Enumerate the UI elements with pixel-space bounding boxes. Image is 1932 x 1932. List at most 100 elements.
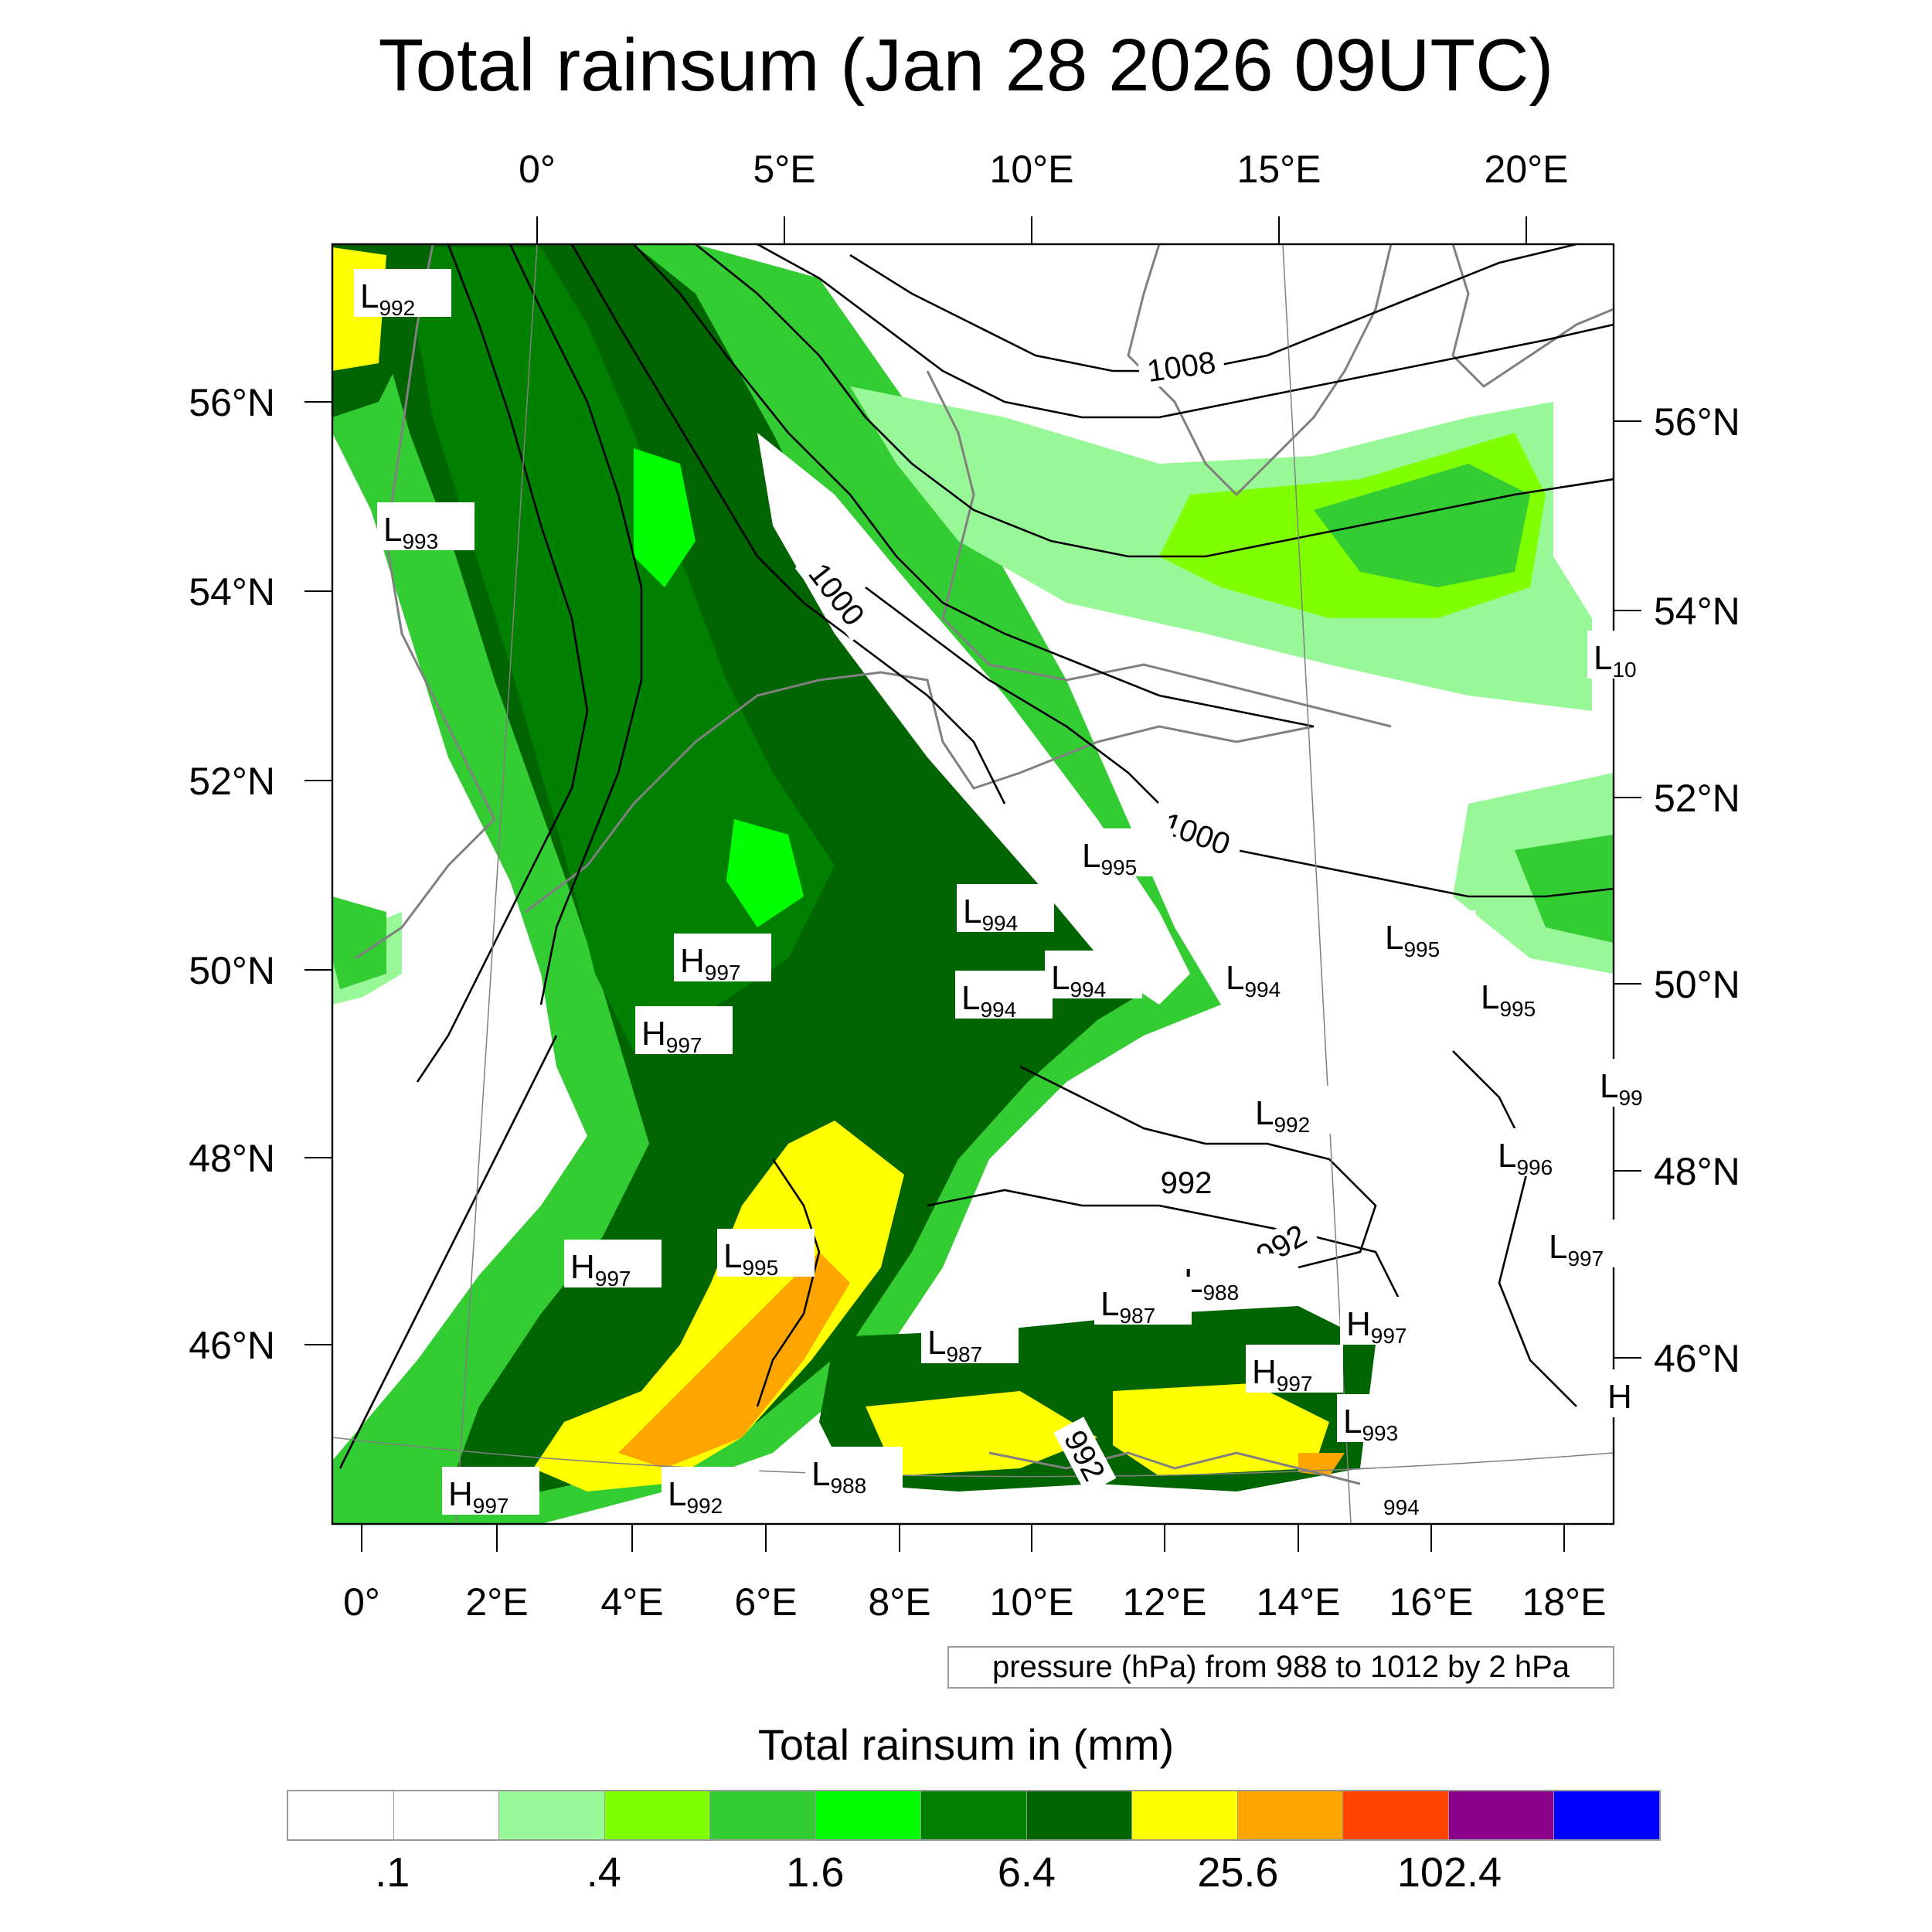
svg-text:H: H bbox=[1607, 1378, 1632, 1416]
svg-text:L987: L987 bbox=[1100, 1285, 1155, 1328]
pressure-center-label: L987 bbox=[921, 1315, 1019, 1366]
coast-scandinavia bbox=[926, 370, 1392, 728]
pressure-center-label: L994 bbox=[1045, 951, 1142, 1002]
left-lat-label: 54°N bbox=[189, 570, 275, 614]
isobar-11 bbox=[338, 1035, 558, 1469]
pressure-center-label: L993 bbox=[1337, 1394, 1434, 1445]
colorbar-swatch bbox=[288, 1791, 394, 1839]
bottom-lon-label: 4°E bbox=[600, 1580, 663, 1624]
bottom-lon-label: 10°E bbox=[990, 1580, 1074, 1624]
coast-finland bbox=[1451, 244, 1614, 388]
pressure-center-label: H997 bbox=[674, 934, 771, 985]
right-lat-label: 46°N bbox=[1654, 1337, 1740, 1380]
coast-sweden bbox=[1127, 244, 1393, 497]
coast-europe bbox=[525, 671, 1315, 913]
pressure-center-label: L987 bbox=[1094, 1277, 1192, 1328]
meridian-0 bbox=[455, 244, 538, 1524]
pressure-center-label: L997 bbox=[1543, 1219, 1640, 1270]
svg-text:H997: H997 bbox=[448, 1475, 509, 1518]
bottom-lon-label: 8°E bbox=[868, 1580, 930, 1624]
isobar-label: 992 bbox=[1161, 1166, 1213, 1200]
svg-text:L992: L992 bbox=[1255, 1094, 1310, 1137]
isobar-9 bbox=[1019, 1065, 1377, 1269]
isobar-5 bbox=[695, 244, 1614, 558]
right-lat-label: 54°N bbox=[1654, 590, 1740, 633]
top-lon-label: 20°E bbox=[1485, 148, 1569, 191]
svg-text:L995: L995 bbox=[1385, 919, 1440, 961]
colorbar-swatch bbox=[1448, 1791, 1555, 1839]
pressure-center-label: L994 bbox=[957, 884, 1054, 935]
colorbar-swatch bbox=[1554, 1791, 1659, 1839]
svg-text:L995: L995 bbox=[723, 1237, 778, 1280]
top-lon-label: 5°E bbox=[753, 148, 815, 191]
pressure-center-label: H997 bbox=[635, 1006, 733, 1057]
left-lat-label: 52°N bbox=[189, 760, 275, 803]
bottom-lon-label: 18°E bbox=[1522, 1580, 1607, 1624]
svg-text:L10: L10 bbox=[1594, 639, 1637, 682]
pressure-center-label: L995 bbox=[1475, 970, 1572, 1021]
svg-text:L988: L988 bbox=[1184, 1262, 1239, 1304]
svg-text:L994: L994 bbox=[1051, 959, 1106, 1002]
svg-text:H997: H997 bbox=[1346, 1305, 1407, 1348]
contour-info-note: pressure (hPa) from 988 to 1012 by 2 hPa bbox=[947, 1646, 1614, 1689]
rain-east-patch2 bbox=[1515, 835, 1614, 943]
isobar-label: 1008 bbox=[1145, 345, 1218, 389]
colorbar-title: Total rainsum in (mm) bbox=[757, 1720, 1175, 1769]
colorbar-tick-label: .1 bbox=[375, 1849, 410, 1896]
colorbar-swatch bbox=[499, 1791, 605, 1839]
svg-text:L992: L992 bbox=[360, 277, 415, 320]
left-lat-label: 46°N bbox=[189, 1324, 275, 1367]
map-frame bbox=[331, 243, 1615, 1526]
rain-band-bright2 bbox=[726, 819, 804, 927]
rain-alps-yellow bbox=[866, 1391, 1097, 1476]
right-lat-axis: 56°N 54°N 52°N 50°N 48°N 46°N bbox=[1654, 400, 1740, 1380]
svg-text:L993: L993 bbox=[1343, 1403, 1398, 1445]
right-lat-label: 56°N bbox=[1654, 400, 1740, 444]
meridian-15 bbox=[1282, 244, 1352, 1524]
rain-alps-yellow2 bbox=[1113, 1383, 1329, 1476]
pressure-center-label: H bbox=[1601, 1369, 1648, 1417]
colorbar-swatch bbox=[604, 1791, 711, 1839]
svg-text:H997: H997 bbox=[1252, 1353, 1313, 1396]
left-lat-label: 48°N bbox=[189, 1137, 275, 1180]
svg-text:L996: L996 bbox=[1498, 1137, 1553, 1179]
pressure-center-label: H997 bbox=[442, 1467, 539, 1518]
svg-text:L995: L995 bbox=[1082, 837, 1137, 879]
isobar-3 bbox=[570, 244, 1006, 804]
colorbar-swatch bbox=[1343, 1791, 1449, 1839]
tick-marks bbox=[304, 216, 1641, 1552]
pressure-centers: L992 L993 L10 L995 L994 H997 L994 L994 L994 L995 L… bbox=[354, 269, 1674, 1519]
colorbar-swatch bbox=[710, 1791, 816, 1839]
pressure-center-label: L994 bbox=[955, 971, 1053, 1022]
rain-heavy-orange bbox=[618, 1252, 850, 1468]
pressure-center-label: L993 bbox=[377, 502, 474, 553]
pressure-center-label: H997 bbox=[1340, 1297, 1437, 1348]
colorbar-swatch bbox=[1237, 1791, 1344, 1839]
rain-band-mid bbox=[402, 247, 835, 1051]
right-lat-label: 48°N bbox=[1654, 1150, 1740, 1193]
svg-text:L994: L994 bbox=[963, 893, 1018, 935]
colorbar-swatch bbox=[393, 1791, 500, 1839]
bottom-lon-label: 6°E bbox=[734, 1580, 797, 1624]
svg-text:L99: L99 bbox=[1600, 1067, 1643, 1110]
colorbar-tick-label: .4 bbox=[586, 1849, 621, 1896]
pressure-center-label: L992 bbox=[1249, 1086, 1346, 1137]
rain-heavy-yellow bbox=[533, 1121, 904, 1492]
svg-text:L994: L994 bbox=[1226, 959, 1281, 1002]
top-lon-label: 10°E bbox=[990, 148, 1074, 191]
rain-band-bright bbox=[634, 448, 696, 587]
coast-italy bbox=[988, 1451, 1361, 1485]
svg-text:L993: L993 bbox=[383, 511, 438, 553]
left-lat-label: 56°N bbox=[189, 381, 275, 424]
coast-uk bbox=[355, 244, 496, 960]
graticule bbox=[332, 244, 1614, 1524]
isobar-6 bbox=[757, 244, 1614, 419]
pressure-center-label: L995 bbox=[1379, 910, 1476, 961]
isobar-4 bbox=[633, 244, 1315, 728]
pressure-center-label: 994 bbox=[1377, 1468, 1440, 1519]
svg-text:L994: L994 bbox=[961, 979, 1016, 1022]
right-lat-label: 52°N bbox=[1654, 777, 1740, 820]
pressure-center-label: L99 bbox=[1594, 1059, 1674, 1110]
pressure-center-label: L992 bbox=[662, 1467, 759, 1518]
